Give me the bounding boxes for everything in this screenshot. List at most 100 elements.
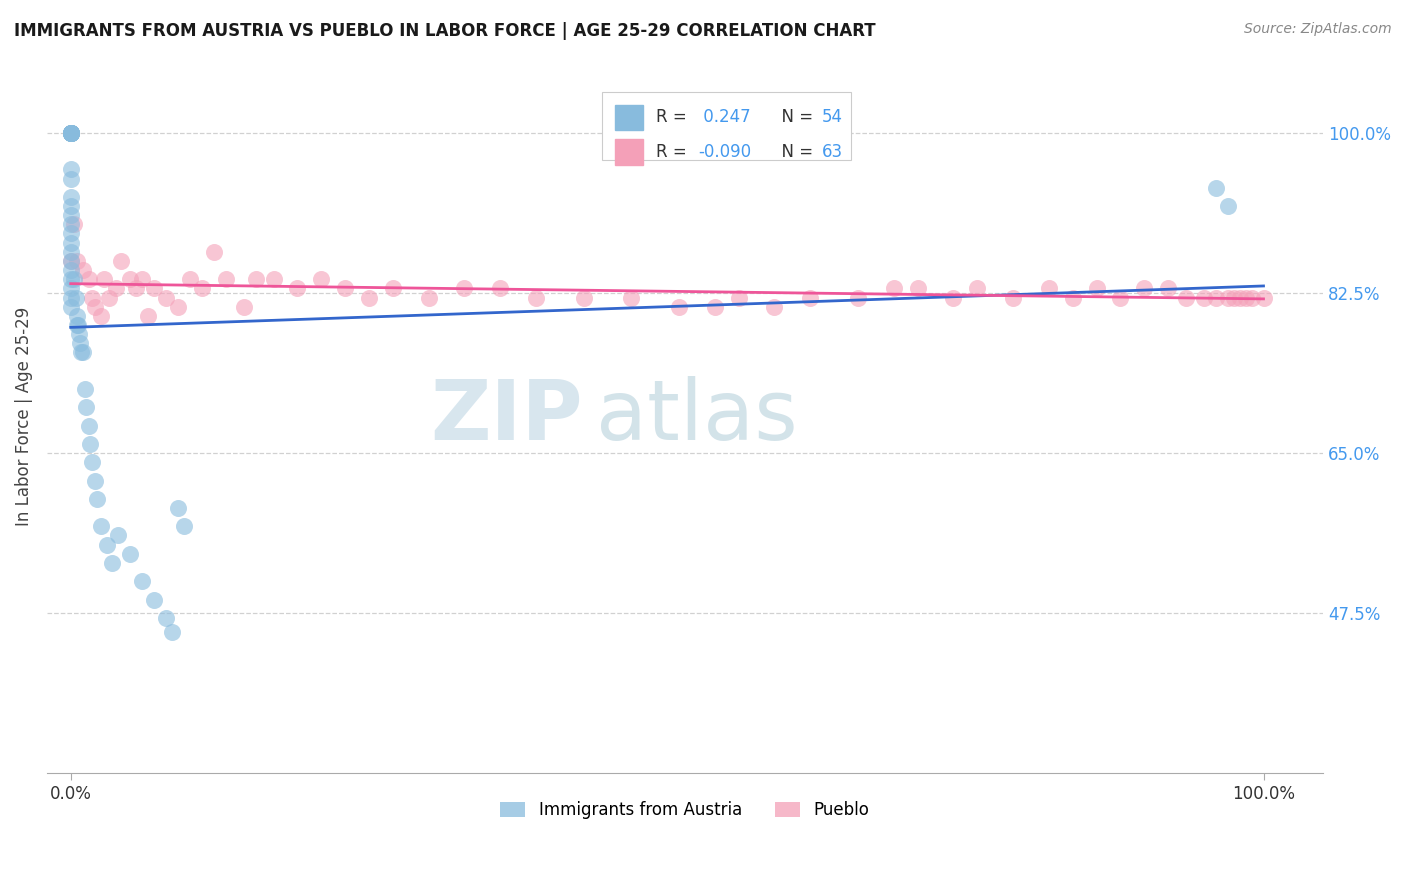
Pueblo <box>97 291 120 305</box>
Pueblo <box>93 272 115 286</box>
Pueblo <box>1001 291 1024 305</box>
Immigrants from Austria <box>66 309 89 323</box>
Immigrants from Austria <box>59 126 82 140</box>
Pueblo <box>1109 291 1132 305</box>
Immigrants from Austria <box>66 318 89 332</box>
Immigrants from Austria <box>59 208 82 222</box>
Immigrants from Austria <box>1216 199 1239 213</box>
Pueblo <box>966 281 988 295</box>
Pueblo <box>1222 291 1244 305</box>
Immigrants from Austria <box>101 556 124 570</box>
Immigrants from Austria <box>69 336 91 351</box>
Immigrants from Austria <box>59 263 82 277</box>
Pueblo <box>309 272 332 286</box>
Pueblo <box>155 291 177 305</box>
Pueblo <box>179 272 201 286</box>
Text: 63: 63 <box>821 143 842 161</box>
Pueblo <box>1216 291 1239 305</box>
Pueblo <box>489 281 512 295</box>
Immigrants from Austria <box>59 162 82 177</box>
Text: -0.090: -0.090 <box>697 143 751 161</box>
Pueblo <box>82 291 104 305</box>
Immigrants from Austria <box>59 126 82 140</box>
Pueblo <box>1133 281 1156 295</box>
Immigrants from Austria <box>90 519 112 533</box>
Pueblo <box>215 272 238 286</box>
Immigrants from Austria <box>77 418 100 433</box>
Immigrants from Austria <box>59 217 82 231</box>
Pueblo <box>883 281 905 295</box>
Immigrants from Austria <box>59 126 82 140</box>
Pueblo <box>381 281 404 295</box>
Immigrants from Austria <box>73 382 96 396</box>
Text: R =: R = <box>655 109 692 127</box>
Pueblo <box>110 254 132 268</box>
Immigrants from Austria <box>83 474 105 488</box>
Immigrants from Austria <box>107 528 129 542</box>
Immigrants from Austria <box>59 126 82 140</box>
Immigrants from Austria <box>1205 180 1227 194</box>
Pueblo <box>799 291 821 305</box>
Text: Source: ZipAtlas.com: Source: ZipAtlas.com <box>1244 22 1392 37</box>
Pueblo <box>453 281 475 295</box>
Pueblo <box>907 281 929 295</box>
Immigrants from Austria <box>70 345 93 359</box>
Bar <box>614 139 643 164</box>
Pueblo <box>125 281 148 295</box>
Immigrants from Austria <box>59 126 82 140</box>
Text: R =: R = <box>655 143 692 161</box>
Pueblo <box>66 254 89 268</box>
Pueblo <box>763 300 786 314</box>
Bar <box>614 104 643 130</box>
Immigrants from Austria <box>66 318 89 332</box>
Pueblo <box>942 291 965 305</box>
Legend: Immigrants from Austria, Pueblo: Immigrants from Austria, Pueblo <box>494 795 876 826</box>
Immigrants from Austria <box>75 401 97 415</box>
Pueblo <box>846 291 869 305</box>
Y-axis label: In Labor Force | Age 25-29: In Labor Force | Age 25-29 <box>15 307 32 526</box>
Pueblo <box>620 291 643 305</box>
Pueblo <box>263 272 285 286</box>
Immigrants from Austria <box>173 519 195 533</box>
Pueblo <box>143 281 166 295</box>
Pueblo <box>1192 291 1215 305</box>
Pueblo <box>1240 291 1263 305</box>
Pueblo <box>1175 291 1198 305</box>
Immigrants from Austria <box>143 592 166 607</box>
Immigrants from Austria <box>59 126 82 140</box>
Immigrants from Austria <box>65 291 87 305</box>
Immigrants from Austria <box>59 199 82 213</box>
Pueblo <box>668 300 690 314</box>
Pueblo <box>191 281 214 295</box>
Pueblo <box>333 281 356 295</box>
Immigrants from Austria <box>59 126 82 140</box>
Pueblo <box>136 309 159 323</box>
Pueblo <box>1229 291 1251 305</box>
Pueblo <box>1234 291 1257 305</box>
Text: atlas: atlas <box>596 376 797 457</box>
Text: N =: N = <box>770 143 818 161</box>
Pueblo <box>1253 291 1275 305</box>
Pueblo <box>232 300 254 314</box>
Pueblo <box>572 291 595 305</box>
Immigrants from Austria <box>67 327 90 342</box>
Pueblo <box>1157 281 1180 295</box>
Immigrants from Austria <box>59 171 82 186</box>
Pueblo <box>1205 291 1227 305</box>
Immigrants from Austria <box>131 574 153 589</box>
Immigrants from Austria <box>59 227 82 241</box>
Immigrants from Austria <box>160 624 183 639</box>
Immigrants from Austria <box>72 345 94 359</box>
Immigrants from Austria <box>59 254 82 268</box>
Immigrants from Austria <box>59 126 82 140</box>
Immigrants from Austria <box>59 235 82 250</box>
Immigrants from Austria <box>86 491 108 506</box>
Pueblo <box>1085 281 1108 295</box>
Immigrants from Austria <box>155 611 177 625</box>
FancyBboxPatch shape <box>602 92 851 160</box>
Immigrants from Austria <box>96 538 118 552</box>
Immigrants from Austria <box>167 501 190 516</box>
Pueblo <box>90 309 112 323</box>
Immigrants from Austria <box>59 272 82 286</box>
Pueblo <box>1062 291 1084 305</box>
